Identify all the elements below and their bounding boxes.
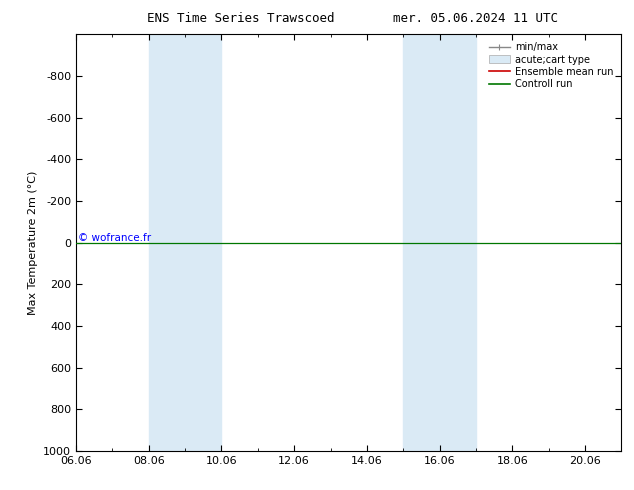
Legend: min/max, acute;cart type, Ensemble mean run, Controll run: min/max, acute;cart type, Ensemble mean … (486, 39, 616, 92)
Text: mer. 05.06.2024 11 UTC: mer. 05.06.2024 11 UTC (393, 12, 558, 25)
Bar (403, 34, 476, 451)
Y-axis label: Max Temperature 2m (°C): Max Temperature 2m (°C) (28, 171, 37, 315)
Text: © wofrance.fr: © wofrance.fr (78, 233, 151, 243)
Bar (149, 34, 221, 451)
Text: ENS Time Series Trawscoed: ENS Time Series Trawscoed (147, 12, 335, 25)
